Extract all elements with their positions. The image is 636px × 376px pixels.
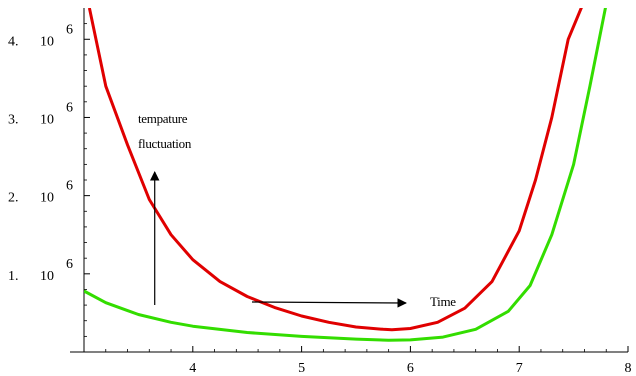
axes: 4 5 6 7 8 1. 10 6 2. 10 6 3. 10 6 4. 10 6	[8, 8, 632, 376]
series-line-2	[84, 8, 607, 342]
series-line-1	[87, 8, 583, 332]
y-tick-exponent: 6	[66, 257, 73, 272]
time-arrow	[251, 298, 407, 308]
x-tick-label: 8	[625, 361, 632, 376]
x-tick-label: 7	[516, 361, 523, 376]
y-tick-mantissa: 2.	[8, 191, 19, 206]
y-tick-exponent: 6	[66, 179, 73, 194]
annotation-layer: tempature fluctuation Time	[138, 111, 457, 309]
series-layer	[84, 8, 607, 342]
y-tick-mantissa: 3.	[8, 112, 19, 127]
y-tick-base: 10	[40, 269, 54, 284]
y-tick-base: 10	[40, 112, 54, 127]
time-label: Time	[430, 294, 456, 309]
y-tick-base: 10	[40, 34, 54, 49]
fluctuation-label: fluctuation	[138, 136, 192, 151]
y-tick-mantissa: 4.	[8, 34, 19, 49]
x-tick-label: 4	[189, 361, 196, 376]
y-tick-exponent: 6	[66, 100, 73, 115]
y-tick-mantissa: 1.	[8, 269, 19, 284]
fluctuation-label: tempature	[138, 111, 188, 126]
y-tick-exponent: 6	[66, 22, 73, 37]
x-tick-label: 6	[407, 361, 414, 376]
y-tick-base: 10	[40, 191, 54, 206]
x-tick-label: 5	[298, 361, 305, 376]
